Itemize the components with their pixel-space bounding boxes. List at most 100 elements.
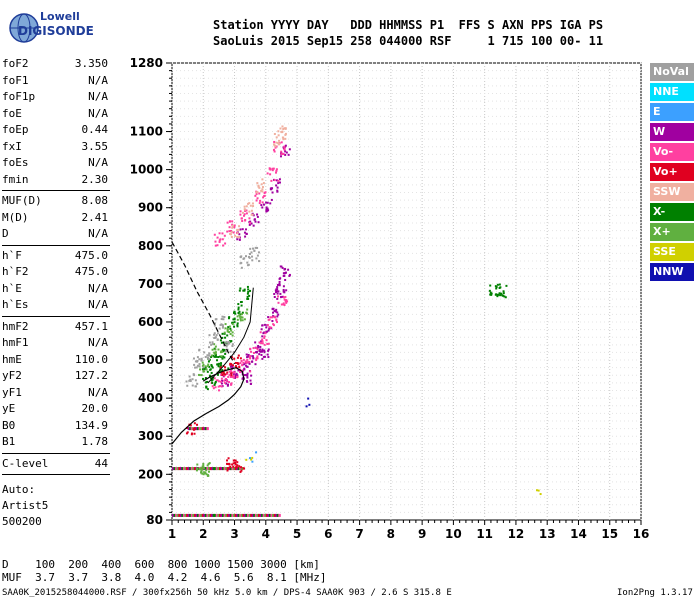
echo-point [214,318,217,321]
echo-point [221,238,224,241]
echo-point [216,359,219,362]
echo-point [260,189,263,192]
echo-point [225,513,228,517]
param-value: N/A [88,73,108,87]
echo-point [229,327,232,330]
param-label: B0 [2,418,16,432]
echo-point [206,356,209,359]
echo-point [273,295,276,298]
echo-point [206,380,209,383]
echo-point [236,467,239,471]
echo-point [239,228,242,231]
echo-point [275,168,278,171]
param-row: yF1 N/A [0,385,112,402]
echo-point [256,355,259,358]
echo-point [257,251,260,254]
echo-point [236,322,239,325]
echo-point [284,300,287,303]
echo-point [265,339,268,342]
echo-point [259,341,262,344]
echo-point [200,357,203,360]
y-tick-label: 1100 [130,125,163,139]
legend-item: SSW [650,183,694,201]
echo-point [207,470,210,473]
echo-point [239,319,242,322]
echo-point [503,295,506,298]
y-tick-label: 300 [138,429,163,443]
echo-point [234,312,237,315]
echo-point [204,355,207,358]
echo-point [226,343,229,346]
echo-point [213,233,216,236]
echo-point [242,289,245,292]
echo-point [257,184,260,187]
echo-point [239,313,242,316]
echo-point [172,467,175,471]
echo-point [271,191,274,194]
echo-point [267,316,270,319]
param-value: 475.0 [74,265,108,278]
echo-point [214,244,217,247]
echo-point [246,374,249,377]
echo-point [267,349,270,352]
echo-point [244,364,247,367]
echo-point [213,343,216,346]
echo-point [277,301,280,304]
echo-point [181,513,184,517]
echo-point [246,297,249,300]
legend-item: NNE [650,83,694,101]
echo-point [207,363,210,366]
echo-point [239,315,242,318]
echo-point [278,284,281,287]
echo-point [224,327,227,330]
echo-point [210,355,213,358]
echo-point [224,377,227,380]
echo-point [231,467,234,471]
echo-point [228,381,231,384]
echo-point [229,365,232,368]
echo-point [185,432,188,435]
param-label: D [2,227,9,240]
echo-point [214,240,217,243]
echo-point [218,513,222,517]
echo-point [501,294,504,297]
echo-point [234,459,237,462]
echo-point [253,249,256,252]
echo-point [285,299,288,302]
param-row: B1 1.78 [0,434,112,451]
echo-point [496,293,499,296]
echo-point [206,388,209,391]
echo-point [275,179,278,182]
param-value: 20.0 [81,402,109,415]
echo-point [227,467,230,470]
param-label: yF2 [2,369,22,382]
echo-point [228,226,231,229]
echo-point [232,351,235,354]
echo-point [217,513,220,517]
logo-text-digisonde: DIGISONDE [18,24,94,38]
echo-point [233,374,236,377]
echo-point [243,374,246,377]
echo-point [179,467,183,471]
echo-point [189,378,192,381]
echo-point [251,456,254,459]
echo-point [276,186,279,189]
echo-point [228,513,231,517]
echo-point [203,513,206,517]
echo-point [237,228,240,231]
param-row: h`E N/A [0,281,112,298]
echo-point [250,222,253,225]
echo-point [236,324,239,327]
echo-point [275,169,278,172]
param-label: h`E [2,281,22,295]
echo-point [269,316,272,319]
echo-point [217,467,220,471]
echo-point [243,368,246,371]
echo-point [245,228,248,231]
echo-point [236,461,239,464]
echo-point [249,221,252,224]
echo-point [229,465,232,468]
distance-row: D 100 200 400 600 800 1000 1500 3000 [km… [2,558,320,571]
echo-point [282,127,285,130]
echo-point [219,364,222,367]
